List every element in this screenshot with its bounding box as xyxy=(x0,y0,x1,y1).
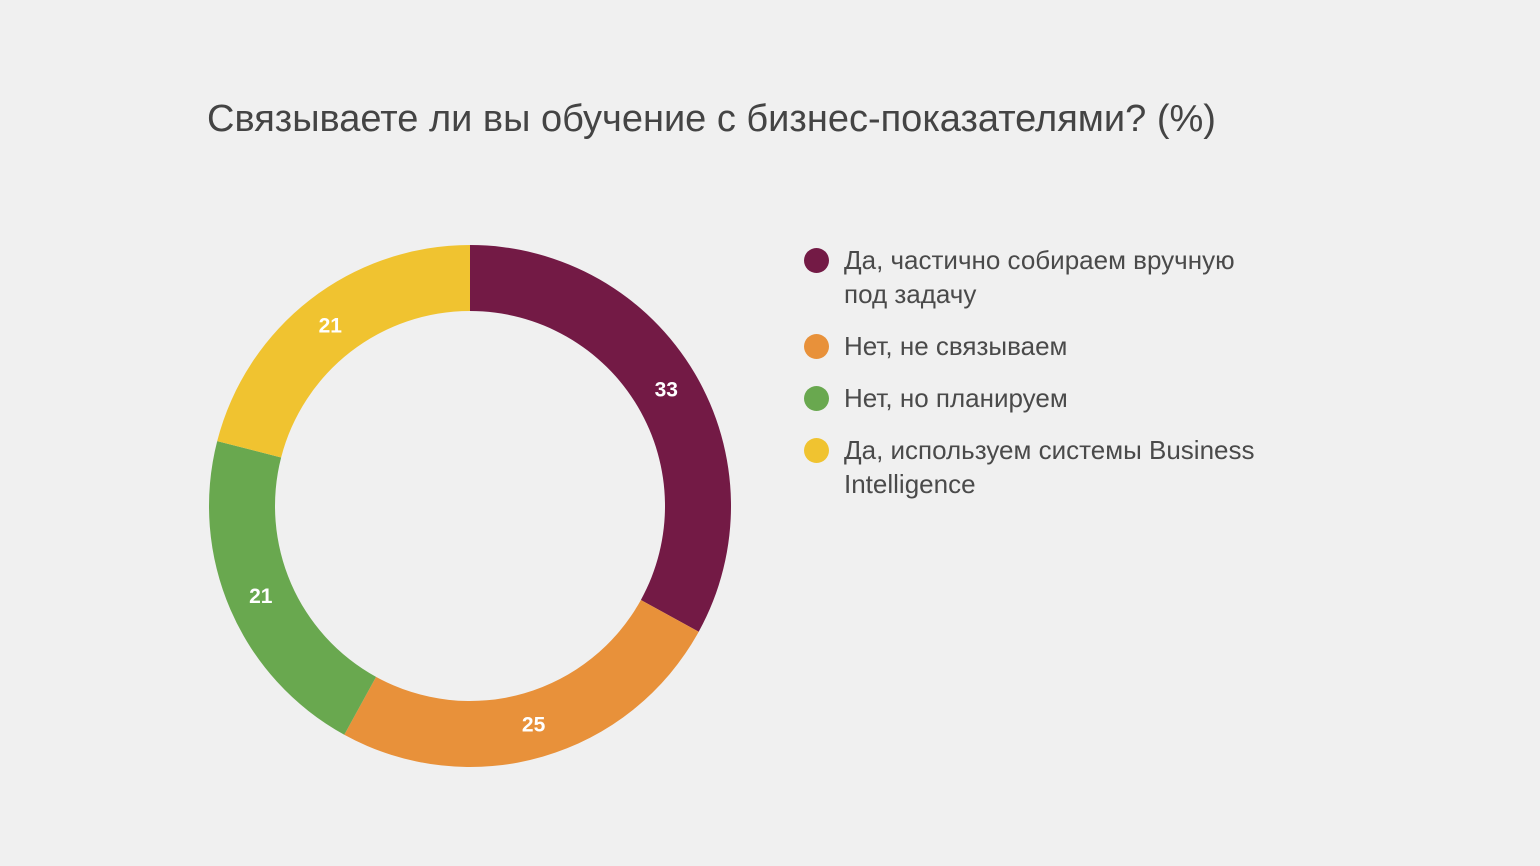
legend-item: Да, используем системы Business Intellig… xyxy=(804,433,1324,501)
legend-label: Нет, но планируем xyxy=(844,383,1068,413)
legend-dot-icon xyxy=(804,386,829,411)
chart-legend: Да, частично собираем вручную под задачу… xyxy=(804,243,1324,519)
donut-chart: 33 25 21 21 xyxy=(209,245,732,767)
legend-label: Да, используем системы Business Intellig… xyxy=(844,435,1255,499)
legend-dot-icon xyxy=(804,334,829,359)
legend-dot-icon xyxy=(804,248,829,273)
legend-label: Нет, не связываем xyxy=(844,331,1068,361)
chart-title: Связываете ли вы обучение с бизнес-показ… xyxy=(207,98,1216,140)
legend-item: Нет, не связываем xyxy=(804,329,1324,363)
legend-item: Нет, но планируем xyxy=(804,381,1324,415)
slice-value-label: 33 xyxy=(655,378,678,401)
slice-value-label: 21 xyxy=(319,314,343,337)
legend-label: Да, частично собираем вручную под задачу xyxy=(844,245,1235,309)
slice-value-label: 25 xyxy=(522,713,546,736)
donut-slice xyxy=(217,245,470,458)
donut-slice xyxy=(470,245,732,632)
donut-slice xyxy=(344,599,699,767)
legend-item: Да, частично собираем вручную под задачу xyxy=(804,243,1324,311)
slice-value-label: 21 xyxy=(249,585,273,608)
donut-slice xyxy=(209,441,377,735)
legend-dot-icon xyxy=(804,438,829,463)
